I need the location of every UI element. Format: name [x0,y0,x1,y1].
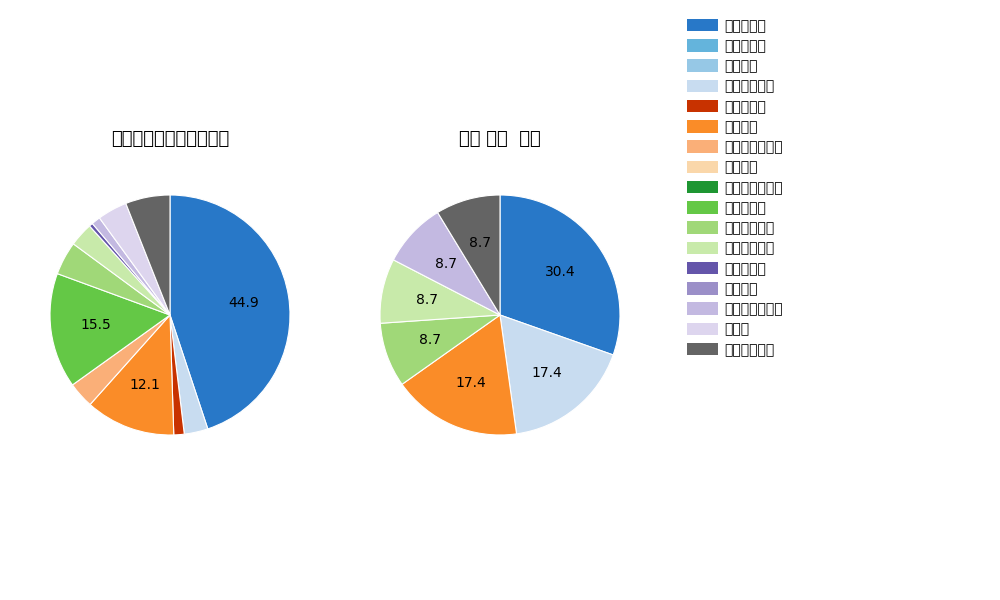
Wedge shape [500,195,620,355]
Legend: ストレート, ツーシーム, シュート, カットボール, スプリット, フォーク, チェンジアップ, シンカー, 高速スライダー, スライダー, 縦スライダー, : ストレート, ツーシーム, シュート, カットボール, スプリット, フォーク,… [687,19,783,357]
Wedge shape [126,195,170,315]
Wedge shape [72,315,170,404]
Title: パ・リーグ全プレイヤー: パ・リーグ全プレイヤー [111,130,229,148]
Wedge shape [90,224,170,315]
Wedge shape [438,195,500,315]
Wedge shape [73,226,170,315]
Text: 12.1: 12.1 [129,378,160,392]
Wedge shape [90,315,174,435]
Text: 30.4: 30.4 [545,265,576,279]
Wedge shape [500,315,613,434]
Text: 8.7: 8.7 [419,333,441,347]
Wedge shape [92,218,170,315]
Text: 17.4: 17.4 [455,376,486,390]
Wedge shape [170,315,184,435]
Wedge shape [393,212,500,315]
Wedge shape [50,274,170,385]
Text: 8.7: 8.7 [435,257,457,271]
Text: 17.4: 17.4 [532,365,562,380]
Wedge shape [57,244,170,315]
Wedge shape [380,315,500,385]
Text: 15.5: 15.5 [81,318,112,332]
Text: 8.7: 8.7 [416,293,438,307]
Title: 辰己 涼介  選手: 辰己 涼介 選手 [459,130,541,148]
Wedge shape [99,203,170,315]
Wedge shape [170,315,208,434]
Text: 44.9: 44.9 [228,296,259,310]
Wedge shape [170,195,290,429]
Wedge shape [402,315,517,435]
Wedge shape [380,260,500,323]
Text: 8.7: 8.7 [469,236,491,250]
